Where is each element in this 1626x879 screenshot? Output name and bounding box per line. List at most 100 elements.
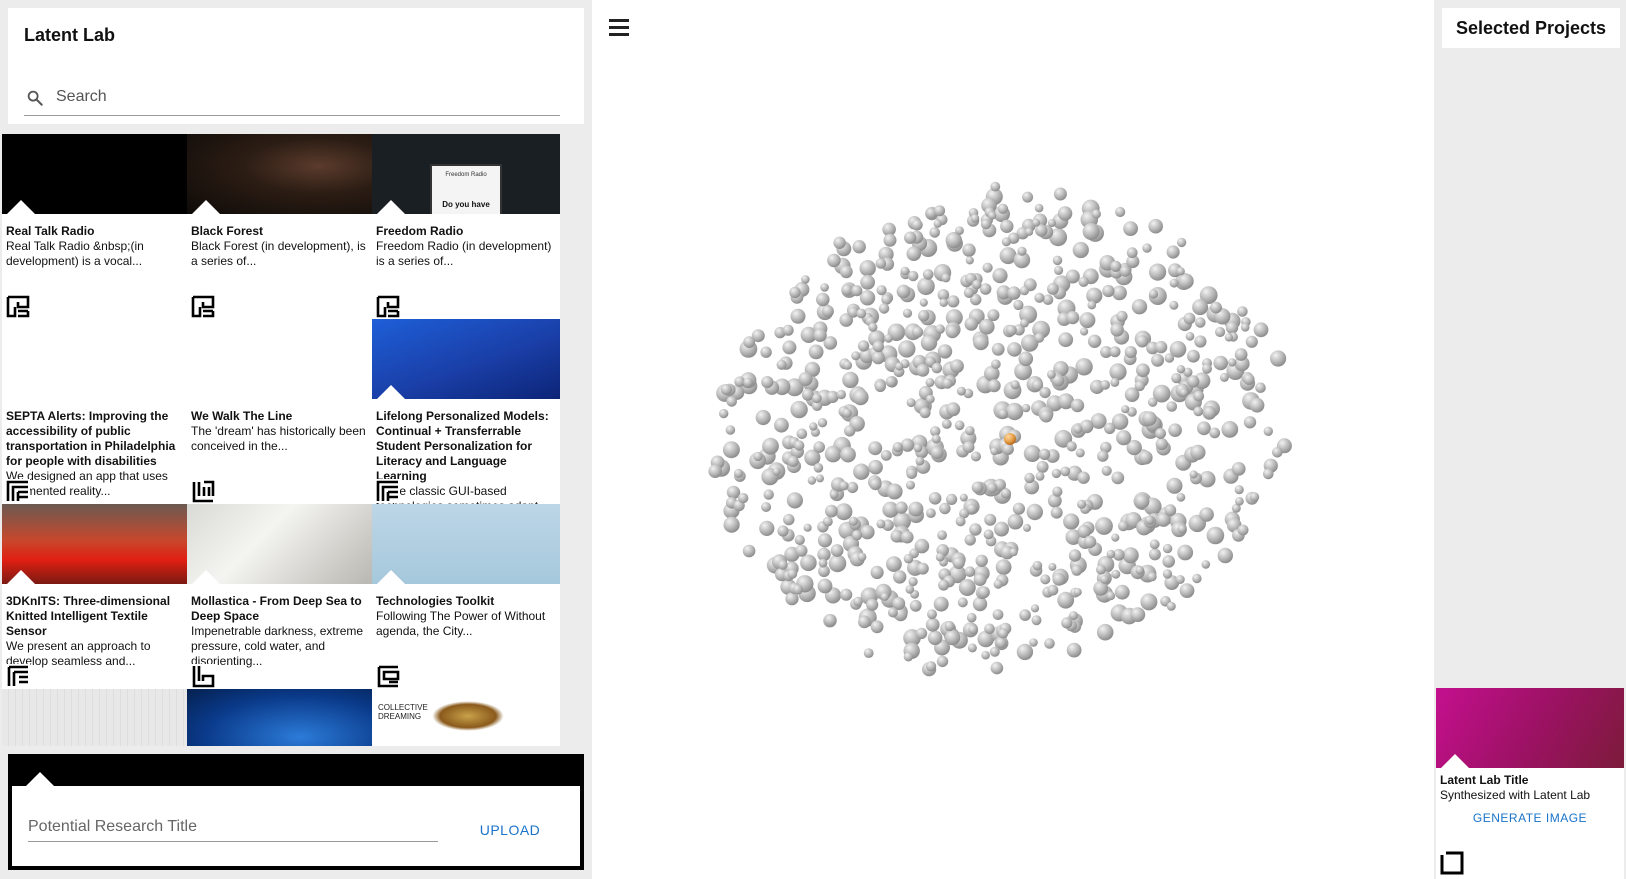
project-point[interactable]: [955, 226, 964, 236]
project-point[interactable]: [1014, 362, 1032, 381]
project-card[interactable]: Mollastica - From Deep Sea to Deep Space…: [187, 504, 375, 692]
project-point[interactable]: [1124, 346, 1137, 359]
project-point[interactable]: [1007, 513, 1024, 530]
project-point[interactable]: [1176, 365, 1186, 374]
project-point[interactable]: [1192, 299, 1209, 316]
project-point[interactable]: [774, 417, 789, 433]
project-point[interactable]: [811, 400, 823, 411]
project-point[interactable]: [1000, 219, 1014, 233]
project-point[interactable]: [853, 596, 863, 607]
project-point[interactable]: [787, 455, 799, 467]
project-point[interactable]: [1126, 247, 1138, 259]
project-point[interactable]: [1118, 520, 1129, 532]
project-point[interactable]: [981, 650, 990, 660]
project-point[interactable]: [979, 318, 995, 335]
project-point[interactable]: [868, 441, 883, 456]
project-point[interactable]: [977, 630, 995, 648]
project-point[interactable]: [1052, 572, 1066, 586]
project-point[interactable]: [885, 376, 897, 388]
project-point[interactable]: [800, 326, 817, 343]
project-point[interactable]: [1023, 445, 1041, 462]
project-point[interactable]: [1127, 407, 1137, 417]
project-point[interactable]: [1093, 581, 1109, 596]
project-point[interactable]: [708, 464, 722, 479]
project-point[interactable]: [868, 322, 878, 332]
project-point[interactable]: [913, 443, 923, 453]
project-point[interactable]: [1111, 569, 1121, 579]
project-point[interactable]: [785, 592, 799, 606]
project-point[interactable]: [925, 394, 935, 404]
project-point[interactable]: [1000, 545, 1015, 560]
project-point[interactable]: [868, 459, 883, 475]
project-point[interactable]: [935, 552, 945, 562]
project-point[interactable]: [1217, 547, 1233, 564]
project-point[interactable]: [1155, 438, 1168, 451]
project-point[interactable]: [1026, 503, 1043, 521]
project-point[interactable]: [1040, 574, 1051, 585]
project-point[interactable]: [1148, 397, 1158, 407]
project-point[interactable]: [917, 277, 935, 296]
project-point[interactable]: [786, 492, 803, 509]
project-point[interactable]: [977, 586, 990, 599]
project-point[interactable]: [1035, 471, 1045, 481]
project-point[interactable]: [807, 476, 817, 485]
project-point[interactable]: [1009, 548, 1018, 557]
project-point[interactable]: [1029, 638, 1038, 647]
project-point[interactable]: [794, 440, 805, 451]
project-point[interactable]: [1036, 460, 1049, 473]
project-point[interactable]: [1077, 499, 1087, 509]
project-point[interactable]: [1096, 564, 1106, 575]
project-point[interactable]: [933, 596, 949, 612]
project-point[interactable]: [1078, 276, 1089, 287]
project-point[interactable]: [1123, 221, 1138, 237]
project-point[interactable]: [959, 508, 970, 519]
project-point[interactable]: [761, 502, 772, 512]
project-point[interactable]: [1169, 341, 1187, 358]
project-point[interactable]: [1194, 335, 1207, 348]
project-point[interactable]: [946, 402, 961, 417]
project-point[interactable]: [893, 512, 911, 530]
project-point[interactable]: [787, 569, 798, 579]
project-point[interactable]: [1016, 643, 1034, 661]
project-point[interactable]: [795, 544, 808, 557]
project-point[interactable]: [1079, 419, 1094, 434]
project-point[interactable]: [1019, 286, 1029, 296]
project-point[interactable]: [1038, 448, 1051, 460]
project-point[interactable]: [857, 552, 867, 562]
project-point[interactable]: [982, 262, 993, 273]
project-point[interactable]: [790, 400, 808, 419]
project-point[interactable]: [1082, 223, 1100, 240]
project-point[interactable]: [817, 578, 833, 594]
project-point[interactable]: [966, 503, 978, 515]
project-point[interactable]: [882, 222, 896, 237]
project-point[interactable]: [1013, 299, 1024, 311]
project-point[interactable]: [1179, 583, 1195, 598]
project-point[interactable]: [1048, 562, 1057, 571]
project-point[interactable]: [925, 378, 935, 387]
project-point[interactable]: [1115, 206, 1126, 218]
project-point[interactable]: [1263, 468, 1274, 480]
project-point[interactable]: [1047, 370, 1056, 379]
project-point[interactable]: [772, 467, 781, 476]
project-point[interactable]: [1175, 575, 1185, 584]
project-point[interactable]: [957, 597, 968, 608]
project-point[interactable]: [1049, 228, 1068, 247]
project-point[interactable]: [909, 599, 922, 612]
project-point[interactable]: [851, 530, 863, 541]
project-point[interactable]: [1249, 397, 1265, 413]
project-point[interactable]: [936, 655, 949, 668]
project-point[interactable]: [1096, 623, 1114, 641]
project-point[interactable]: [1110, 260, 1122, 272]
project-point[interactable]: [994, 521, 1009, 537]
project-point[interactable]: [1134, 380, 1145, 392]
project-point[interactable]: [1166, 401, 1178, 412]
project-point[interactable]: [1171, 373, 1182, 384]
project-point[interactable]: [989, 646, 1000, 657]
project-point[interactable]: [915, 627, 928, 640]
project-point[interactable]: [927, 630, 943, 646]
project-point[interactable]: [1021, 403, 1031, 413]
project-point[interactable]: [876, 285, 887, 296]
project-point[interactable]: [1018, 351, 1034, 367]
project-point[interactable]: [1051, 468, 1062, 479]
project-point[interactable]: [1156, 512, 1171, 527]
